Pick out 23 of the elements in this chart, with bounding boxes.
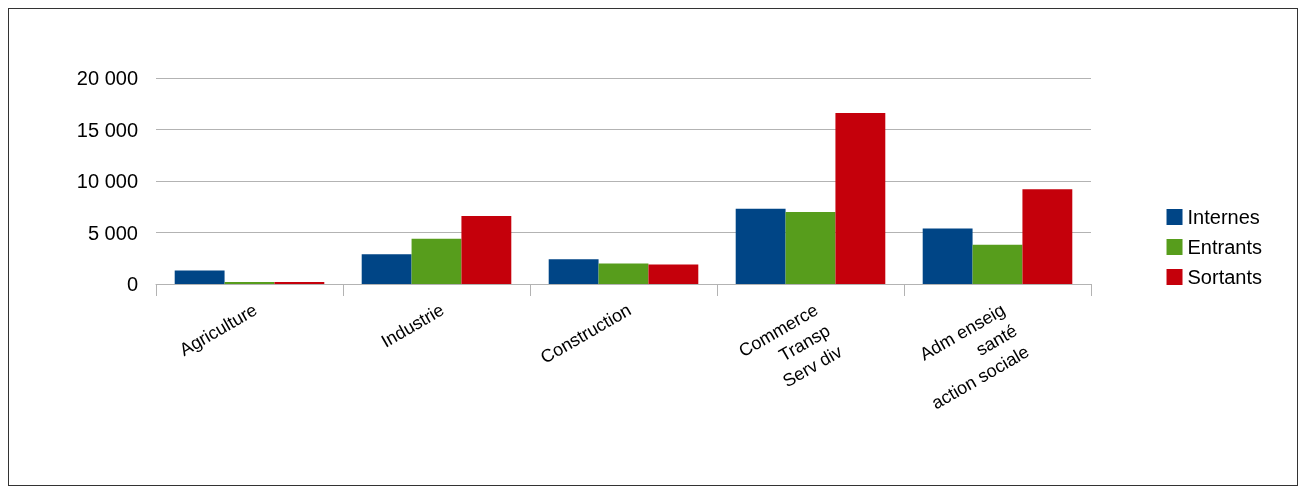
bar — [461, 216, 512, 284]
y-tick-label: 20 000 — [76, 67, 138, 89]
bar — [648, 264, 699, 284]
bar — [785, 211, 836, 284]
y-tick-label: 0 — [126, 273, 138, 295]
legend-label: Sortants — [1187, 266, 1262, 288]
bar — [598, 263, 649, 284]
y-tick-label: 5 000 — [87, 221, 138, 244]
bar — [174, 270, 225, 284]
bar — [735, 208, 786, 284]
bar — [972, 244, 1023, 284]
bar — [361, 254, 412, 284]
bar — [922, 228, 973, 284]
bar — [548, 259, 599, 284]
bar — [411, 238, 462, 284]
bar — [274, 281, 325, 284]
legend-label: Internes — [1187, 206, 1260, 228]
y-tick-label: 15 000 — [76, 118, 138, 141]
y-tick-label: 10 000 — [76, 170, 138, 192]
bar — [835, 113, 886, 284]
legend-label: Entrants — [1187, 236, 1262, 258]
bar — [224, 281, 275, 284]
bar — [1022, 189, 1073, 284]
